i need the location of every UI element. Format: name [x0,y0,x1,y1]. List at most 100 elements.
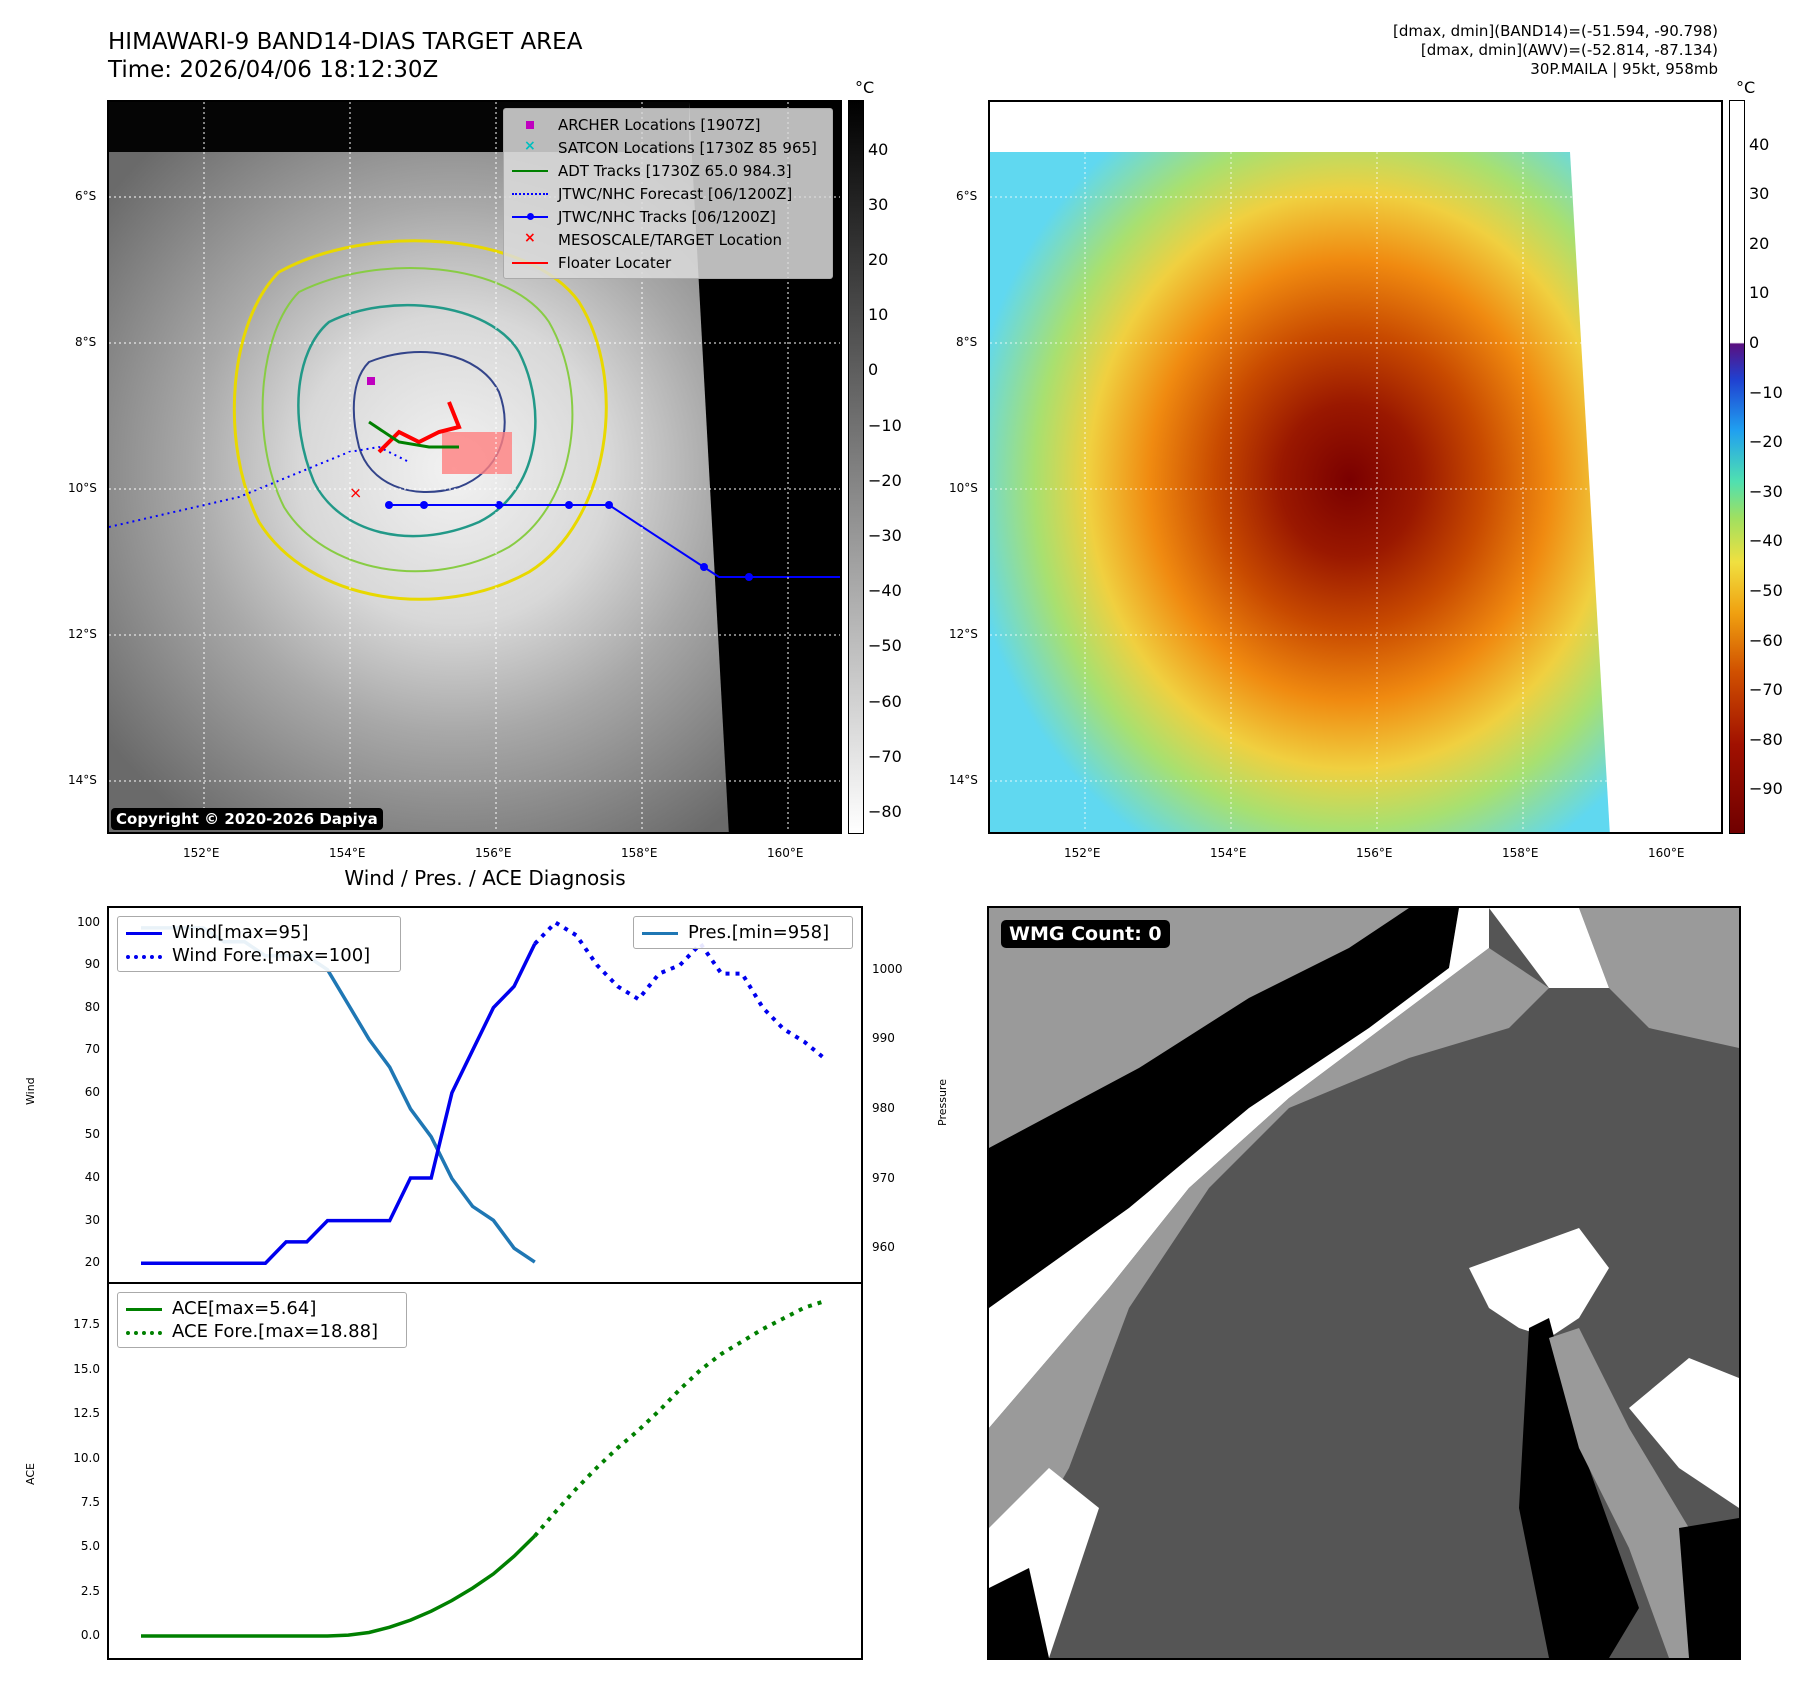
awv-map-image [990,102,1721,832]
copyright-badge: Copyright © 2020-2026 Dapiya [111,808,383,830]
svg-text:×: × [349,483,362,502]
legend-label: ARCHER Locations [1907Z] [558,115,761,134]
ace-line [141,1534,537,1638]
ir-lat-label: 10°S [68,481,97,495]
info-block: [dmax, dmin](BAND14)=(-51.594, -90.798) … [1393,22,1718,79]
legend-item-archer: ARCHER Locations [1907Z] [512,113,824,136]
wind-line-icon [126,926,162,940]
awv-lat-label: 6°S [956,189,978,203]
legend-item-ace-forecast: ACE Fore.[max=18.88] [126,1320,398,1343]
legend-label: MESOSCALE/TARGET Location [558,230,783,249]
archer-marker-icon [512,118,548,132]
awv-colorbar-tick: −50 [1749,580,1783,600]
wind-forecast-dotted-icon [126,949,162,963]
legend-label: Floater Locater [558,253,672,272]
awv-colorbar-tick: −60 [1749,630,1783,650]
awv-colorbar-tick: 10 [1749,283,1770,303]
awv-colorbar-unit: °C [1736,78,1756,97]
wind-tick: 30 [84,1212,100,1227]
wind-tick: 60 [84,1084,100,1099]
map-legend: ARCHER Locations [1907Z] × SATCON Locati… [503,108,833,279]
ir-colorbar-tick: 30 [868,194,889,214]
wind-tick: 80 [84,999,100,1014]
awv-lat-label: 12°S [949,627,978,641]
ace-plot [141,1299,826,1638]
awv-colorbar-tick: 0 [1749,333,1760,352]
legend-item-pressure: Pres.[min=958] [642,921,844,944]
legend-item-wind-forecast: Wind Fore.[max=100] [126,944,392,967]
awv-colorbar-tick: −20 [1749,432,1783,452]
awv-lon-label: 152°E [1064,846,1101,860]
legend-item-adt: ADT Tracks [1730Z 65.0 984.3] [512,159,824,182]
ir-colorbar-tick: −30 [868,525,902,545]
ir-lon-label: 160°E [767,846,804,860]
adt-line-icon [512,164,548,178]
wind-line [141,943,537,1265]
awv-colorbar-tick: −90 [1749,779,1783,799]
wmg-image [989,908,1739,1658]
ace-tick: 17.5 [73,1317,100,1332]
awv-colorbar-tick: −30 [1749,481,1783,501]
awv-colorbar-tick: −40 [1749,531,1783,551]
awv-colorbar-tick: −10 [1749,382,1783,402]
pressure-line [141,926,536,1264]
ace-tick: 2.5 [80,1583,100,1598]
awv-lat-label: 14°S [949,773,978,787]
pressure-tick: 980 [872,1100,895,1115]
ir-colorbar-tick: 0 [868,360,879,380]
ir-lat-label: 8°S [75,335,97,349]
awv-colorbar [1729,100,1745,834]
ir-colorbar-unit: °C [855,78,875,97]
ace-tick: 15.0 [73,1361,100,1376]
ir-colorbar-tick: −60 [868,691,902,711]
awv-lon-label: 154°E [1210,846,1247,860]
satcon-x-icon: × [524,137,536,154]
ir-colorbar-tick: 40 [868,139,889,159]
title-line-2: Time: 2026/04/06 18:12:30Z [108,57,439,83]
pressure-tick: 1000 [872,961,903,976]
ir-lat-label: 6°S [75,189,97,203]
ir-colorbar-tick: 20 [868,250,889,270]
wind-tick: 20 [84,1255,100,1270]
wmg-panel: WMG Count: 0 [987,906,1741,1660]
wmg-count-badge: WMG Count: 0 [1001,920,1170,948]
pressure-line-icon [642,926,678,940]
floater-line-icon [512,256,548,270]
pressure-axis-label: Pressure [936,1079,949,1126]
info-line-3: 30P.MAILA | 95kt, 958mb [1530,60,1718,78]
ace-tick: 7.5 [80,1494,100,1509]
ace-tick: 12.5 [73,1406,100,1421]
legend-label: ACE Fore.[max=18.88] [172,1321,379,1342]
ir-lat-label: 14°S [68,773,97,787]
ir-colorbar-tick: −80 [868,801,902,821]
wind-tick: 100 [77,914,100,929]
wind-tick: 50 [84,1127,100,1142]
legend-item-wind: Wind[max=95] [126,921,392,944]
ace-chart [107,1282,863,1660]
awv-map-panel [988,100,1723,834]
awv-lon-label: 160°E [1648,846,1685,860]
awv-colorbar-tick: 20 [1749,233,1770,253]
ace-tick: 10.0 [73,1450,100,1465]
forecast-dotted-icon [512,187,548,201]
legend-label: ACE[max=5.64] [172,1298,317,1319]
ace-forecast-dotted-icon [126,1325,162,1339]
legend-item-mesoscale: × MESOSCALE/TARGET Location [512,228,824,251]
pressure-tick: 960 [872,1240,895,1255]
ir-colorbar-tick: −40 [868,581,902,601]
ir-colorbar-tick: −20 [868,470,902,490]
awv-lon-label: 156°E [1356,846,1393,860]
pressure-legend: Pres.[min=958] [633,916,853,949]
ir-colorbar-tick: −50 [868,636,902,656]
legend-label: Wind[max=95] [172,922,309,943]
ir-lon-label: 156°E [475,846,512,860]
ace-tick: 5.0 [80,1539,100,1554]
wind-tick: 40 [84,1170,100,1185]
figure-title: HIMAWARI-9 BAND14-DIAS TARGET AREA Time:… [108,28,582,84]
awv-colorbar-tick: 30 [1749,184,1770,204]
ir-lon-label: 152°E [183,846,220,860]
wind-tick: 70 [84,1042,100,1057]
track-line-dot-icon [512,210,548,224]
diagnosis-title: Wind / Pres. / ACE Diagnosis [344,866,626,890]
pressure-tick: 970 [872,1170,895,1185]
